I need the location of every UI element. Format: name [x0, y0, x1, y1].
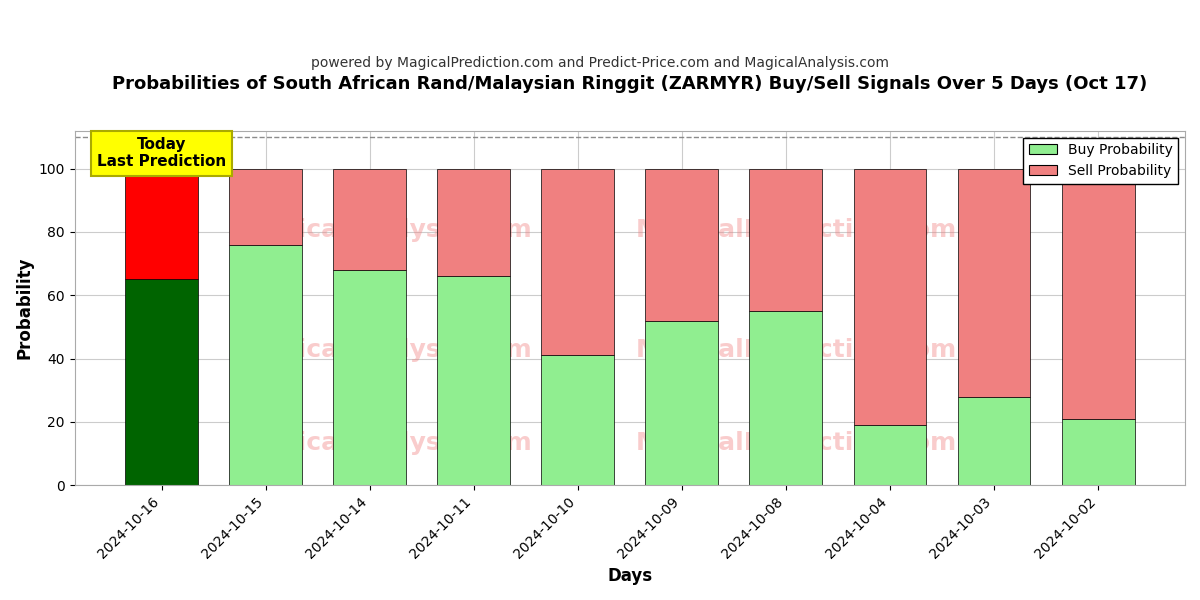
- Bar: [229, 245, 302, 485]
- Bar: [125, 169, 198, 280]
- Bar: [1062, 419, 1134, 485]
- Y-axis label: Probability: Probability: [16, 257, 34, 359]
- Bar: [958, 169, 1031, 397]
- Bar: [750, 311, 822, 485]
- Bar: [437, 276, 510, 485]
- Bar: [1062, 169, 1134, 419]
- Text: powered by MagicalPrediction.com and Predict-Price.com and MagicalAnalysis.com: powered by MagicalPrediction.com and Pre…: [311, 56, 889, 70]
- Bar: [646, 169, 719, 320]
- Bar: [437, 169, 510, 276]
- Bar: [646, 320, 719, 485]
- Bar: [125, 280, 198, 485]
- Bar: [853, 169, 926, 425]
- Text: Today
Last Prediction: Today Last Prediction: [97, 137, 226, 169]
- Bar: [853, 425, 926, 485]
- Text: MagicalAnalysis.com: MagicalAnalysis.com: [239, 431, 533, 455]
- Bar: [541, 169, 614, 355]
- Bar: [958, 397, 1031, 485]
- Text: MagicalPrediction.com: MagicalPrediction.com: [636, 218, 958, 242]
- Bar: [334, 169, 406, 270]
- Text: MagicalAnalysis.com: MagicalAnalysis.com: [239, 338, 533, 362]
- Bar: [334, 270, 406, 485]
- X-axis label: Days: Days: [607, 567, 653, 585]
- Bar: [750, 169, 822, 311]
- Bar: [541, 355, 614, 485]
- Legend: Buy Probability, Sell Probability: Buy Probability, Sell Probability: [1024, 137, 1178, 184]
- Title: Probabilities of South African Rand/Malaysian Ringgit (ZARMYR) Buy/Sell Signals : Probabilities of South African Rand/Mala…: [113, 75, 1147, 93]
- Text: MagicalPrediction.com: MagicalPrediction.com: [636, 431, 958, 455]
- Text: MagicalAnalysis.com: MagicalAnalysis.com: [239, 218, 533, 242]
- Bar: [229, 169, 302, 245]
- Text: MagicalPrediction.com: MagicalPrediction.com: [636, 338, 958, 362]
